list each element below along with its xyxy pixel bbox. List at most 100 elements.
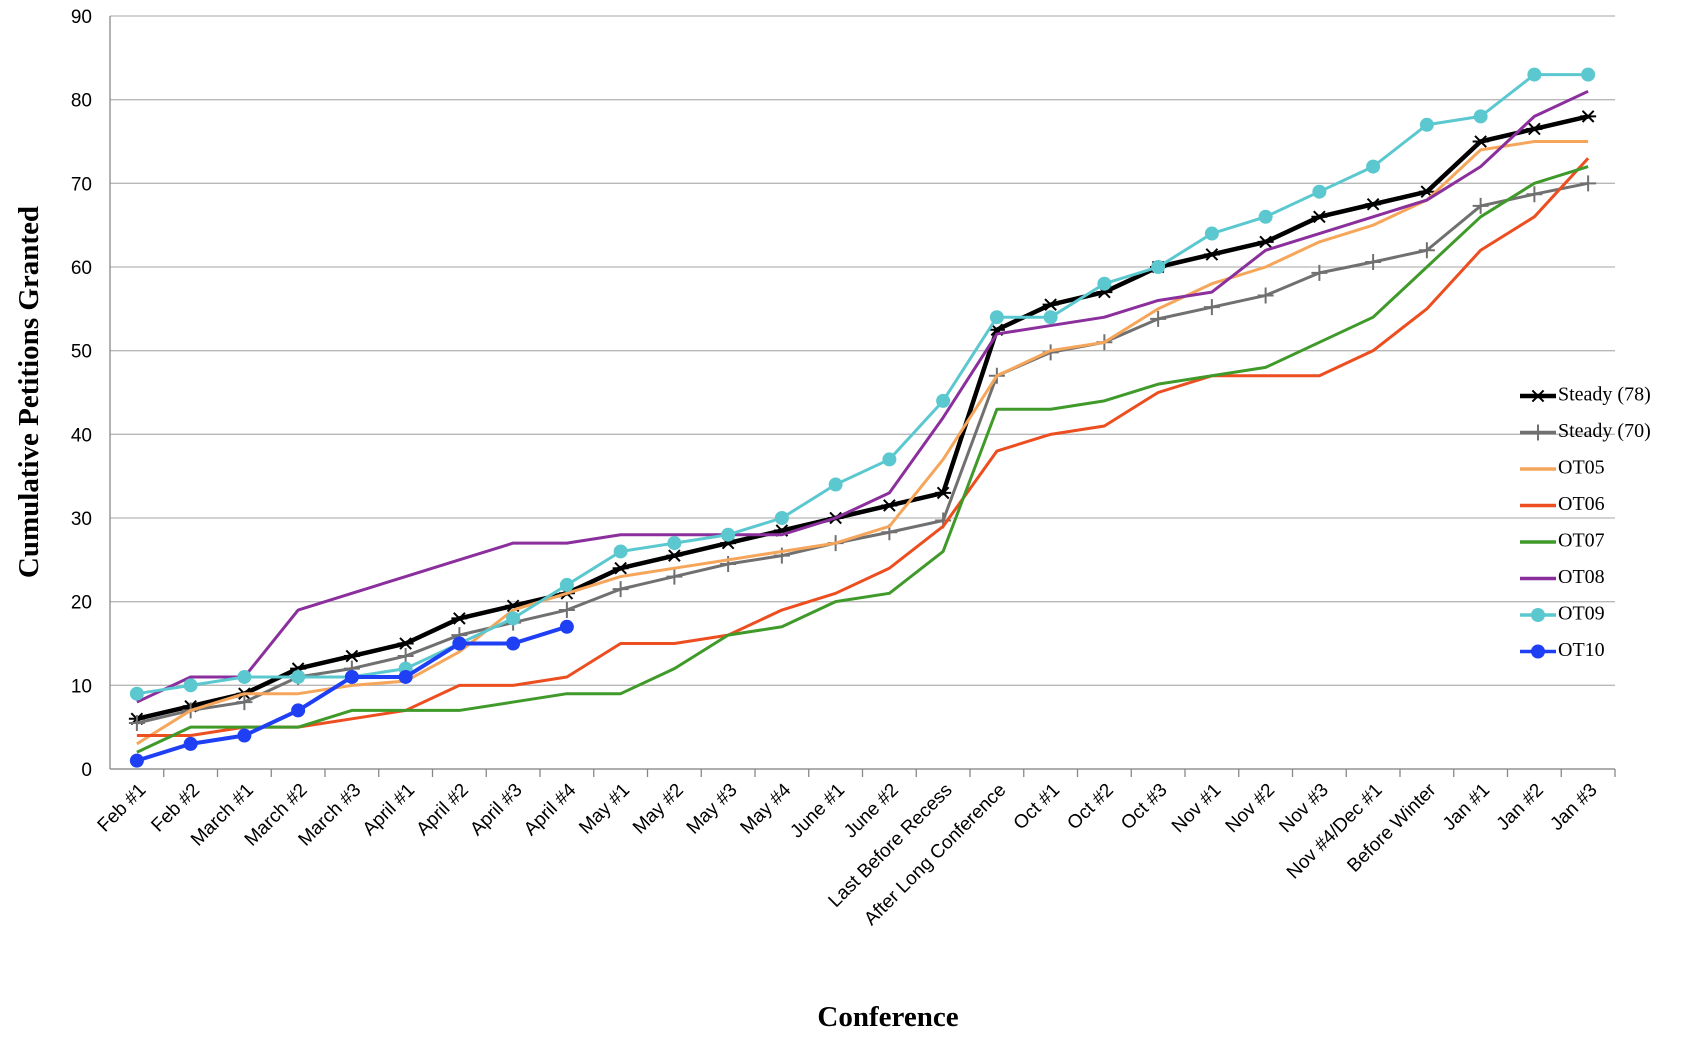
y-tick-label: 80 [71, 91, 92, 112]
marker [936, 393, 951, 408]
marker [1203, 248, 1220, 261]
marker [612, 581, 629, 598]
marker [559, 577, 574, 592]
marker [129, 753, 144, 768]
marker [343, 649, 360, 663]
marker [1365, 253, 1382, 270]
series-line [136, 89, 1589, 704]
marker [1580, 175, 1597, 192]
series-line [136, 165, 1589, 754]
x-tick-label: April #4 [520, 779, 581, 840]
marker [1151, 260, 1166, 274]
marker [558, 602, 575, 619]
marker [1258, 209, 1273, 224]
legend-label: Steady (78) [1558, 384, 1651, 406]
marker [1257, 287, 1274, 304]
marker [397, 637, 414, 650]
marker [882, 452, 897, 467]
legend-label: OT09 [1558, 603, 1605, 625]
x-tick-label: May #4 [736, 779, 795, 838]
x-tick-label: May #3 [683, 780, 742, 839]
x-tick-label: April #3 [466, 780, 526, 840]
marker [291, 703, 306, 718]
marker [613, 544, 628, 559]
marker [667, 536, 682, 551]
x-axis-title: Conference [817, 1001, 958, 1033]
x-tick-label: Oct #2 [1063, 780, 1117, 834]
marker [1311, 264, 1328, 281]
y-tick-label: 20 [71, 593, 92, 614]
x-tick-label: Feb #1 [94, 780, 151, 837]
marker [666, 549, 683, 562]
marker [1203, 299, 1220, 316]
marker [1419, 117, 1434, 132]
marker [1043, 310, 1058, 325]
marker [721, 527, 736, 542]
legend-label: OT08 [1558, 566, 1605, 588]
marker [1472, 197, 1489, 214]
y-tick-label: 30 [71, 509, 92, 530]
marker [237, 669, 252, 684]
marker [1312, 184, 1327, 199]
y-tick-label: 90 [71, 7, 92, 28]
marker [1204, 226, 1219, 241]
series-line [136, 140, 1589, 746]
y-tick-label: 60 [71, 258, 92, 279]
x-tick-label: Jan #1 [1439, 780, 1494, 835]
marker [1418, 242, 1435, 259]
marker [1531, 644, 1545, 659]
x-tick-label: May #1 [575, 780, 634, 839]
marker [506, 611, 521, 626]
series-line [136, 157, 1590, 738]
marker [451, 612, 468, 625]
marker [128, 714, 145, 731]
marker [1473, 109, 1488, 124]
x-tick-label: April #2 [413, 780, 473, 840]
y-tick-label: 70 [71, 174, 92, 195]
x-tick-label: Oct #3 [1117, 780, 1171, 834]
y-tick-label: 0 [81, 760, 92, 781]
marker [291, 669, 306, 684]
x-tick-label: Oct #1 [1010, 780, 1064, 834]
marker [1365, 197, 1382, 211]
legend-label: OT10 [1558, 639, 1605, 661]
marker [1526, 186, 1543, 203]
marker [183, 678, 198, 693]
marker [828, 477, 843, 492]
marker [1581, 67, 1596, 82]
x-tick-label: Nov #1 [1168, 780, 1225, 837]
x-tick-label: Nov #2 [1222, 780, 1279, 837]
marker [398, 669, 413, 684]
marker [344, 669, 359, 684]
marker [1526, 122, 1543, 136]
marker [1527, 67, 1542, 82]
marker [1097, 276, 1112, 291]
marker [1472, 135, 1489, 148]
y-axis-title: Cumulative Petitions Granted [13, 206, 45, 578]
marker [774, 511, 789, 525]
series-line [136, 114, 1589, 721]
marker [236, 694, 253, 711]
marker [506, 636, 521, 651]
series-line [136, 181, 1589, 725]
x-tick-label: May #2 [629, 780, 688, 839]
x-tick-label: Nov #4/Dec #1 [1283, 780, 1387, 884]
x-tick-label: Jan #3 [1546, 780, 1601, 835]
x-tick-label: June #1 [786, 780, 849, 843]
marker [1530, 424, 1546, 441]
marker [1257, 235, 1274, 249]
marker [183, 736, 198, 751]
marker [989, 310, 1004, 325]
legend-label: OT06 [1558, 493, 1605, 515]
x-tick-label: April #1 [359, 780, 419, 840]
legend-label: OT07 [1558, 530, 1605, 552]
marker [666, 568, 683, 585]
marker [1042, 298, 1059, 311]
y-tick-label: 10 [71, 676, 92, 697]
x-tick-label: Jan #2 [1493, 780, 1548, 835]
marker [1530, 389, 1546, 403]
marker [881, 499, 898, 512]
y-tick-label: 50 [71, 342, 92, 363]
marker [237, 728, 252, 743]
